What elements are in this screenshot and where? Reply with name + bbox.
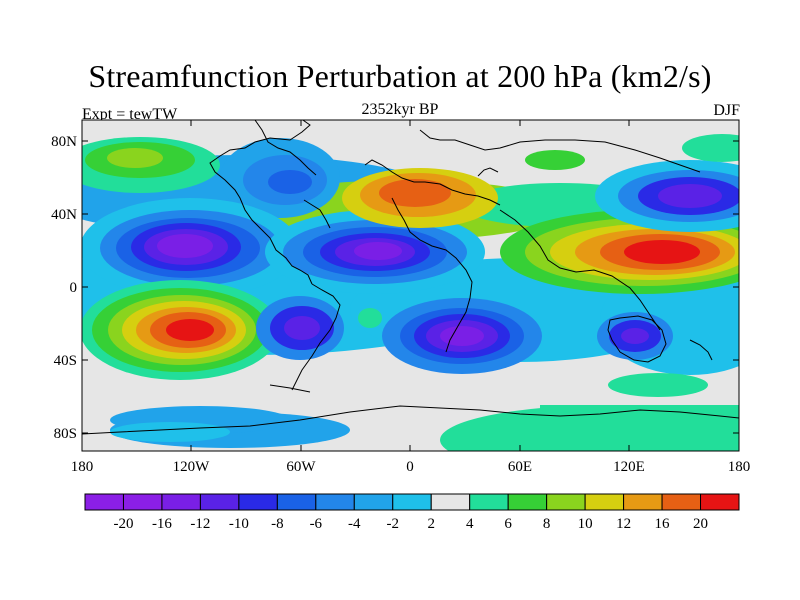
subtropical-pacific-low xyxy=(82,198,300,298)
south-america-low xyxy=(256,296,344,360)
colorbar-label: 8 xyxy=(543,516,551,532)
lat-label-0: 0 xyxy=(70,280,78,296)
coastlines xyxy=(82,120,739,435)
south-pacific-high xyxy=(82,280,280,380)
colorbar-box xyxy=(700,493,740,511)
lon-label-180w: 180 xyxy=(71,459,94,475)
colorbar-box xyxy=(661,493,702,511)
north-pacific-low xyxy=(595,160,739,232)
lon-label-60w: 60W xyxy=(286,459,316,475)
lon-label-120e: 120E xyxy=(613,459,645,475)
plot-subtitle: 2352kyr BP xyxy=(361,101,439,118)
longitude-labels: 180 120W 60W 0 60E 120E 180 xyxy=(71,459,751,475)
colorbar-box xyxy=(276,493,317,511)
australia-low xyxy=(597,312,673,360)
colorbar-box xyxy=(84,493,124,511)
plot-title: Streamfunction Perturbation at 200 hPa (… xyxy=(88,58,712,94)
colorbar-label: -6 xyxy=(310,516,323,532)
north-pacific-anticyclone xyxy=(82,137,220,193)
colorbar-label: 20 xyxy=(693,516,708,532)
colorbar-box xyxy=(392,493,432,511)
lat-label-40n: 40N xyxy=(51,207,77,223)
north-america-low xyxy=(220,138,340,218)
colorbar-label: -4 xyxy=(348,516,361,532)
colorbar-box xyxy=(238,493,278,511)
lon-label-60e: 60E xyxy=(508,459,532,475)
lon-label-0: 0 xyxy=(406,459,414,475)
colorbar-box xyxy=(469,493,509,511)
colorbar-label: 16 xyxy=(655,516,671,532)
colorbar-label: 2 xyxy=(427,516,435,532)
experiment-label: Expt = tewTW xyxy=(82,106,178,123)
tick-marks xyxy=(81,120,740,451)
season-label: DJF xyxy=(713,102,740,119)
colorbar-box xyxy=(161,493,201,511)
colorbar-box xyxy=(623,493,663,511)
colorbar: -20 -16 -12 -10 -8 -6 -4 -2 2 4 6 8 10 12 16 20 xyxy=(84,493,740,532)
colorbar-label: -10 xyxy=(229,516,249,532)
southern-ocean-band xyxy=(110,405,739,451)
colorbar-box xyxy=(353,493,394,511)
lat-label-80s: 80S xyxy=(54,426,77,442)
colorbar-label: 12 xyxy=(616,516,631,532)
colorbar-box xyxy=(507,493,548,511)
colorbar-box xyxy=(199,493,240,511)
positive-patches xyxy=(358,134,739,397)
atlantic-low xyxy=(265,210,485,294)
lon-label-120w: 120W xyxy=(173,459,211,475)
colorbar-label: -12 xyxy=(190,516,210,532)
colorbar-label: -8 xyxy=(271,516,284,532)
colorbar-label: 4 xyxy=(466,516,474,532)
south-africa-low xyxy=(382,298,542,374)
lat-label-40s: 40S xyxy=(54,353,77,369)
latitude-labels: 80N 40N 0 40S 80S xyxy=(51,134,77,442)
lon-label-180e: 180 xyxy=(728,459,751,475)
colorbar-box xyxy=(430,493,471,511)
colorbar-label: 6 xyxy=(504,516,512,532)
colorbar-label: -2 xyxy=(387,516,400,532)
colorbar-label: -16 xyxy=(152,516,172,532)
colorbar-box xyxy=(584,493,625,511)
colorbar-label: -20 xyxy=(113,516,133,532)
north-atlantic-high xyxy=(342,168,498,228)
map-field xyxy=(82,120,739,451)
colorbar-label: 10 xyxy=(578,516,593,532)
lat-label-80n: 80N xyxy=(51,134,77,150)
colorbar-box xyxy=(315,493,355,511)
colorbar-box xyxy=(122,493,163,511)
colorbar-box xyxy=(546,493,586,511)
